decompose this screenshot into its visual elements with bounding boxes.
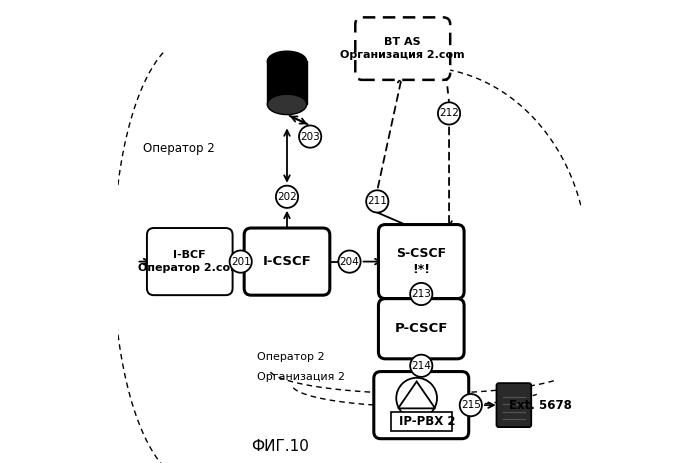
Ellipse shape — [267, 51, 307, 71]
Text: 203: 203 — [301, 131, 320, 142]
Text: Организация 2: Организация 2 — [257, 372, 345, 382]
Text: I-BCF
Оператор 2.com: I-BCF Оператор 2.com — [138, 250, 242, 273]
Text: 201: 201 — [231, 257, 250, 267]
Circle shape — [366, 190, 389, 213]
Text: Оператор 2: Оператор 2 — [257, 351, 324, 362]
Bar — [267, 61, 307, 104]
FancyBboxPatch shape — [147, 228, 233, 295]
Ellipse shape — [267, 94, 307, 114]
Text: 215: 215 — [461, 400, 481, 410]
Circle shape — [438, 102, 460, 125]
Circle shape — [396, 378, 437, 419]
Text: P-CSCF: P-CSCF — [394, 322, 448, 335]
FancyBboxPatch shape — [378, 299, 464, 359]
Circle shape — [276, 186, 298, 208]
Text: 212: 212 — [439, 108, 459, 119]
Bar — [391, 412, 452, 431]
Circle shape — [410, 283, 433, 305]
FancyBboxPatch shape — [378, 225, 464, 299]
Text: 211: 211 — [368, 196, 387, 206]
Circle shape — [229, 250, 252, 273]
Text: 214: 214 — [411, 361, 431, 371]
FancyBboxPatch shape — [355, 17, 450, 80]
Text: IP-PBX 2: IP-PBX 2 — [398, 415, 455, 428]
Text: ФИГ.10: ФИГ.10 — [251, 439, 309, 454]
Text: I-CSCF: I-CSCF — [263, 255, 311, 268]
FancyBboxPatch shape — [244, 228, 330, 295]
Circle shape — [338, 250, 361, 273]
FancyBboxPatch shape — [374, 371, 469, 439]
Text: 204: 204 — [340, 257, 359, 267]
FancyBboxPatch shape — [496, 383, 531, 427]
Text: Ext. 5678: Ext. 5678 — [510, 399, 572, 412]
Text: S-CSCF
!*!: S-CSCF !*! — [396, 247, 447, 276]
Text: 202: 202 — [277, 192, 297, 202]
Text: BT AS
Организация 2.com: BT AS Организация 2.com — [340, 38, 465, 60]
Polygon shape — [398, 382, 435, 408]
Text: Оператор 2: Оператор 2 — [143, 142, 215, 155]
Circle shape — [410, 355, 433, 377]
Text: 213: 213 — [411, 289, 431, 299]
Circle shape — [460, 394, 482, 416]
Circle shape — [299, 125, 322, 148]
